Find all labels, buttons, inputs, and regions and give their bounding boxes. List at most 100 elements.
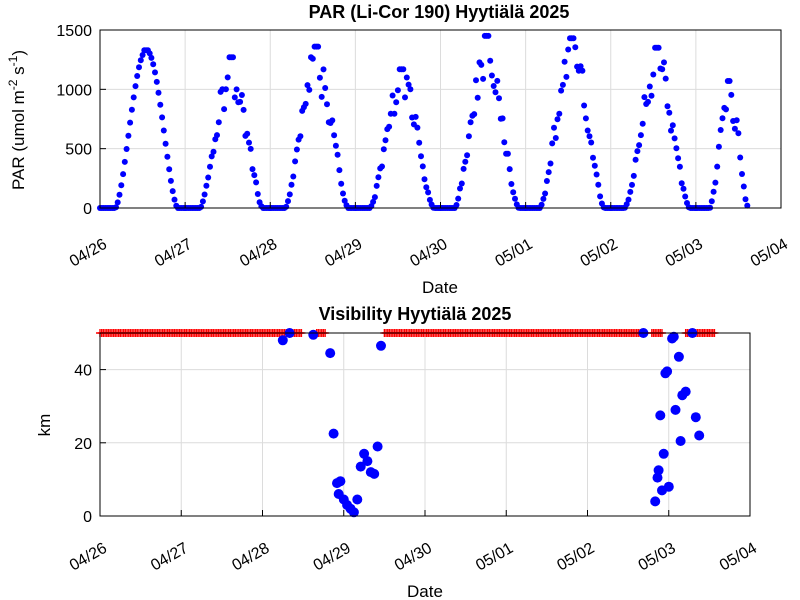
par-point xyxy=(247,145,254,152)
par-point xyxy=(237,98,244,105)
par-point xyxy=(338,180,345,187)
par-chart-xlabel: Date xyxy=(422,278,458,297)
par-point xyxy=(201,191,208,198)
par-point xyxy=(370,198,377,205)
par-point xyxy=(240,106,247,113)
par-point xyxy=(714,163,721,170)
visibility-point xyxy=(653,465,664,476)
par-point xyxy=(322,85,329,91)
visibility-point xyxy=(369,468,380,479)
par-point xyxy=(403,74,410,81)
par-point xyxy=(171,196,178,203)
par-point xyxy=(419,163,426,170)
par-point xyxy=(561,58,568,65)
par-point xyxy=(320,66,327,73)
y-tick-label: 500 xyxy=(65,142,92,159)
par-point xyxy=(208,153,215,160)
par-point xyxy=(646,83,653,90)
par-point xyxy=(490,83,497,89)
visibility-point xyxy=(658,448,669,459)
par-point xyxy=(455,195,462,202)
par-point xyxy=(203,182,210,189)
par-point xyxy=(169,188,176,195)
par-point xyxy=(230,54,236,61)
par-point xyxy=(593,171,600,178)
visibility-point xyxy=(325,348,336,359)
par-point xyxy=(139,52,146,58)
par-point xyxy=(733,117,740,124)
par-point xyxy=(304,82,311,89)
par-point xyxy=(542,190,549,197)
visibility-point xyxy=(673,351,684,362)
par-point xyxy=(198,203,205,210)
par-point xyxy=(231,94,238,101)
par-point xyxy=(572,44,579,51)
y-tick-label: 0 xyxy=(83,201,92,218)
par-point xyxy=(559,81,566,88)
par-point xyxy=(253,179,260,186)
visibility-point xyxy=(328,428,339,439)
par-point xyxy=(136,64,142,71)
visibility-point xyxy=(308,329,319,340)
visibility-point xyxy=(680,386,691,397)
par-point xyxy=(582,115,589,122)
par-point xyxy=(728,91,735,98)
par-point xyxy=(673,145,680,152)
x-tick-label: 05/04 xyxy=(748,236,791,271)
par-point xyxy=(286,191,293,198)
par-point xyxy=(637,132,644,139)
par-point xyxy=(207,163,213,170)
par-point xyxy=(634,148,641,155)
par-point xyxy=(579,67,586,74)
par-point xyxy=(425,189,432,196)
x-tick-label: 05/02 xyxy=(554,540,597,575)
par-point xyxy=(393,99,400,106)
par-point xyxy=(540,195,547,202)
par-point xyxy=(118,182,125,189)
par-point xyxy=(645,98,651,105)
par-point xyxy=(162,140,169,147)
par-point xyxy=(650,71,657,78)
par-point xyxy=(160,127,167,134)
par-point xyxy=(577,63,584,70)
par-point xyxy=(114,199,121,206)
visibility-point xyxy=(694,430,705,441)
par-point xyxy=(152,69,158,76)
par-point xyxy=(324,101,330,108)
par-point xyxy=(710,188,717,195)
par-point xyxy=(336,167,343,174)
x-tick-label: 05/02 xyxy=(578,236,621,271)
par-point xyxy=(389,92,396,99)
par-point xyxy=(380,146,387,153)
par-point xyxy=(668,127,674,134)
par-point xyxy=(292,158,299,165)
par-point xyxy=(563,73,570,80)
x-tick-label: 04/29 xyxy=(311,540,354,575)
par-point xyxy=(460,165,467,172)
par-chart: PAR (Li-Cor 190) Hyytiälä 2025 04/26 04/2… xyxy=(6,2,791,297)
par-point xyxy=(558,87,565,94)
par-point xyxy=(462,158,469,165)
par-point xyxy=(731,125,738,132)
par-point xyxy=(494,77,501,84)
par-point xyxy=(341,197,348,204)
par-point xyxy=(249,166,256,173)
par-point xyxy=(586,133,593,140)
y-tick-label: 20 xyxy=(74,436,92,453)
x-tick-label: 04/28 xyxy=(229,540,272,575)
par-point xyxy=(128,106,135,113)
par-point xyxy=(508,181,515,187)
visibility-point xyxy=(362,456,373,467)
visibility-point xyxy=(372,441,383,452)
par-point xyxy=(121,158,128,165)
par-point xyxy=(669,122,676,129)
par-point xyxy=(283,203,290,210)
x-tick-label: 04/27 xyxy=(152,236,195,271)
par-point xyxy=(510,189,517,196)
par-point xyxy=(682,193,689,200)
par-point xyxy=(457,185,463,192)
par-point xyxy=(473,77,479,84)
par-point xyxy=(418,153,424,160)
par-point xyxy=(595,181,602,188)
par-point xyxy=(120,171,127,178)
